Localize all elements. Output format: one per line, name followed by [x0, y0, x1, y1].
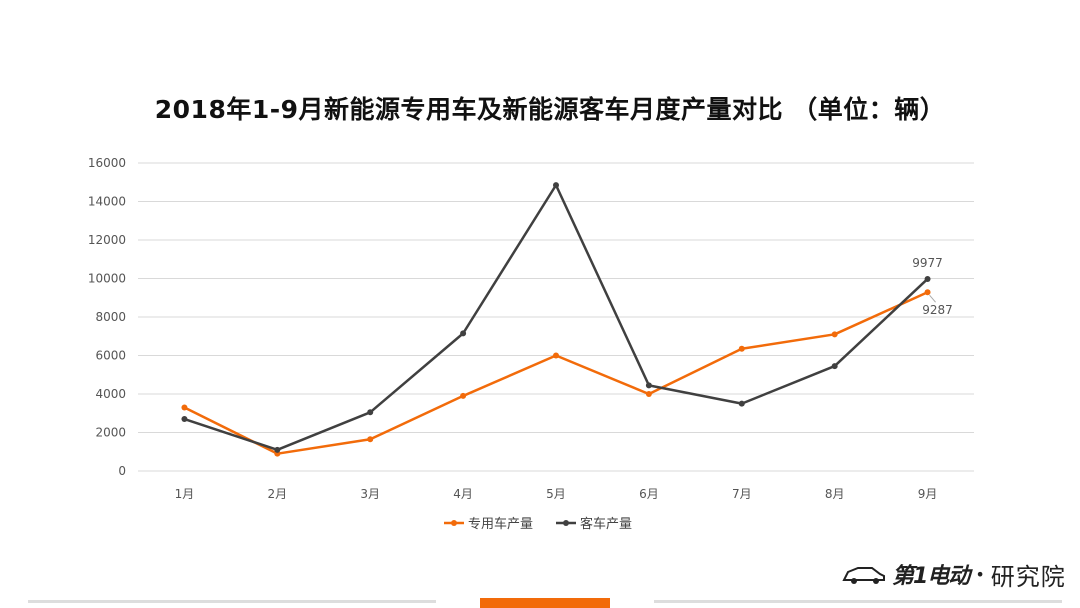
- data-label: 9977: [912, 256, 943, 270]
- data-point: [831, 331, 838, 338]
- y-tick-label: 6000: [95, 349, 126, 363]
- x-tick-label: 2月: [268, 487, 288, 501]
- data-point: [645, 382, 652, 389]
- y-tick-label: 10000: [88, 272, 126, 286]
- data-point: [645, 391, 652, 397]
- data-point: [738, 345, 745, 352]
- data-point: [367, 436, 374, 443]
- y-tick-label: 8000: [95, 310, 126, 324]
- data-point: [181, 404, 188, 411]
- data-label: 9287: [922, 303, 953, 317]
- x-tick-label: 8月: [825, 487, 845, 501]
- x-tick-label: 4月: [453, 487, 473, 501]
- data-point: [924, 275, 931, 282]
- car-logo-icon: [842, 567, 885, 584]
- legend-marker: [451, 520, 457, 526]
- y-tick-label: 0: [118, 464, 126, 478]
- y-tick-label: 4000: [95, 387, 126, 401]
- footer-accent-bar: [480, 598, 610, 608]
- y-tick-label: 2000: [95, 426, 126, 440]
- logo-brand-text: 第1电动: [892, 564, 970, 589]
- x-tick-label: 9月: [918, 487, 938, 501]
- legend-marker: [563, 520, 569, 526]
- brand-logo: 第1电动 • 研究院: [842, 558, 1066, 591]
- data-point: [738, 400, 745, 407]
- logo-separator: •: [975, 564, 985, 584]
- legend-label: 客车产量: [580, 516, 632, 532]
- data-point: [553, 352, 559, 359]
- data-point: [181, 416, 188, 423]
- data-point: [460, 392, 467, 399]
- footer-divider-left: [28, 600, 436, 603]
- y-tick-label: 12000: [88, 233, 126, 247]
- data-point: [553, 182, 559, 189]
- logo-suffix-text: 研究院: [990, 562, 1066, 591]
- data-point: [831, 363, 838, 370]
- data-point: [367, 409, 374, 416]
- chart-title: 2018年1-9月新能源专用车及新能源客车月度产量对比 （单位：辆）: [154, 95, 946, 124]
- x-tick-label: 5月: [546, 487, 566, 501]
- y-tick-label: 16000: [88, 156, 126, 170]
- x-tick-label: 3月: [360, 487, 380, 501]
- y-tick-label: 14000: [88, 195, 126, 209]
- data-point: [274, 446, 281, 453]
- data-point: [460, 330, 467, 337]
- x-tick-label: 1月: [175, 487, 195, 501]
- x-tick-label: 6月: [639, 487, 659, 501]
- footer-divider-right: [654, 600, 1062, 603]
- legend-label: 专用车产量: [468, 516, 533, 532]
- data-label-leader: [929, 294, 936, 303]
- x-tick-label: 7月: [732, 487, 752, 501]
- data-point: [924, 289, 931, 296]
